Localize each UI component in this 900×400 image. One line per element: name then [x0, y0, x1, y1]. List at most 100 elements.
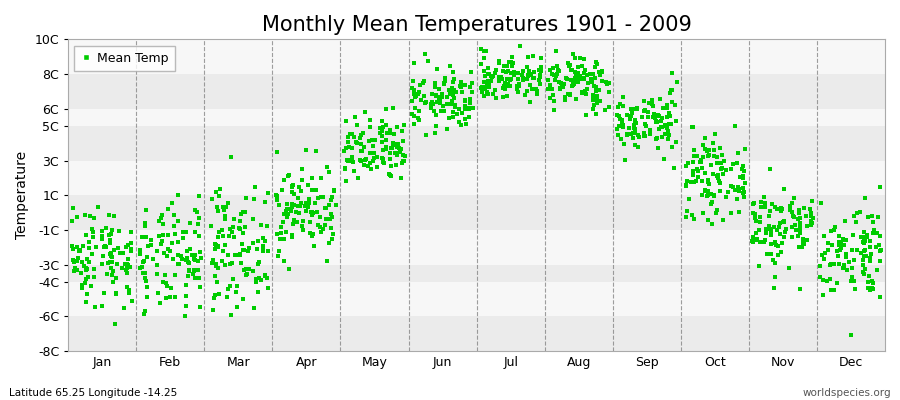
Point	[652, 112, 666, 119]
Point	[787, 195, 801, 201]
Point	[714, 160, 728, 166]
Point	[219, 204, 233, 210]
Point	[763, 208, 778, 214]
Point	[91, 204, 105, 210]
Point	[500, 93, 515, 100]
Point	[345, 158, 359, 164]
Point	[181, 259, 195, 265]
Point	[513, 43, 527, 49]
Point	[458, 102, 473, 109]
Point	[707, 152, 722, 159]
Point	[721, 189, 735, 195]
Point	[763, 241, 778, 248]
Point	[391, 141, 405, 147]
Point	[660, 122, 674, 129]
Point	[466, 104, 481, 111]
Point	[322, 202, 337, 208]
Point	[768, 240, 782, 246]
Point	[615, 120, 629, 126]
Point	[80, 256, 94, 263]
Point	[553, 79, 567, 86]
Point	[873, 247, 887, 254]
Point	[280, 201, 294, 207]
Point	[567, 81, 581, 87]
Point	[135, 233, 149, 240]
Point	[730, 196, 744, 202]
Point	[109, 289, 123, 296]
Point	[94, 302, 109, 309]
Point	[624, 113, 638, 119]
Point	[241, 247, 256, 254]
Point	[104, 237, 118, 243]
Point	[737, 189, 751, 195]
Point	[856, 234, 870, 240]
Point	[255, 222, 269, 228]
Point	[563, 91, 578, 97]
Point	[157, 250, 171, 256]
Point	[480, 48, 494, 54]
Point	[168, 271, 183, 278]
Point	[732, 186, 746, 192]
Point	[424, 104, 438, 111]
Point	[669, 117, 683, 124]
Point	[533, 74, 547, 80]
Point	[447, 87, 462, 94]
Point	[344, 157, 358, 164]
Point	[504, 63, 518, 69]
Point	[250, 261, 265, 267]
Point	[622, 125, 636, 132]
Point	[662, 136, 676, 142]
Point	[374, 128, 389, 134]
Point	[699, 193, 714, 200]
Point	[534, 68, 548, 74]
Point	[194, 254, 208, 261]
Bar	[68, 230, 885, 264]
Point	[464, 84, 478, 90]
Point	[323, 197, 338, 203]
Point	[79, 266, 94, 272]
Point	[640, 108, 654, 115]
Point	[550, 71, 564, 78]
Point	[407, 87, 421, 94]
Point	[479, 84, 493, 90]
Point	[792, 219, 806, 226]
Point	[516, 68, 530, 74]
Point	[861, 284, 876, 291]
Point	[626, 135, 641, 142]
Point	[872, 257, 886, 264]
Point	[649, 136, 663, 142]
Point	[222, 226, 237, 232]
Point	[185, 252, 200, 258]
Point	[577, 56, 591, 62]
Point	[725, 161, 740, 167]
Point	[532, 66, 546, 73]
Point	[482, 70, 496, 77]
Point	[121, 262, 135, 268]
Point	[874, 246, 888, 253]
Point	[291, 195, 305, 201]
Point	[636, 108, 651, 114]
Point	[204, 196, 219, 202]
Point	[624, 106, 638, 112]
Point	[70, 267, 85, 273]
Point	[476, 79, 491, 85]
Point	[837, 242, 851, 249]
Point	[158, 280, 173, 287]
Point	[104, 265, 118, 272]
Point	[445, 85, 459, 92]
Point	[768, 274, 782, 280]
Point	[483, 78, 498, 84]
Point	[857, 252, 871, 259]
Point	[660, 105, 674, 111]
Point	[830, 248, 844, 254]
Point	[562, 92, 577, 98]
Point	[710, 173, 724, 179]
Point	[435, 94, 449, 100]
Point	[116, 304, 130, 311]
Point	[532, 76, 546, 83]
Point	[343, 131, 357, 137]
Point	[644, 131, 658, 137]
Point	[814, 199, 828, 206]
Point	[432, 97, 446, 104]
Point	[710, 160, 724, 167]
